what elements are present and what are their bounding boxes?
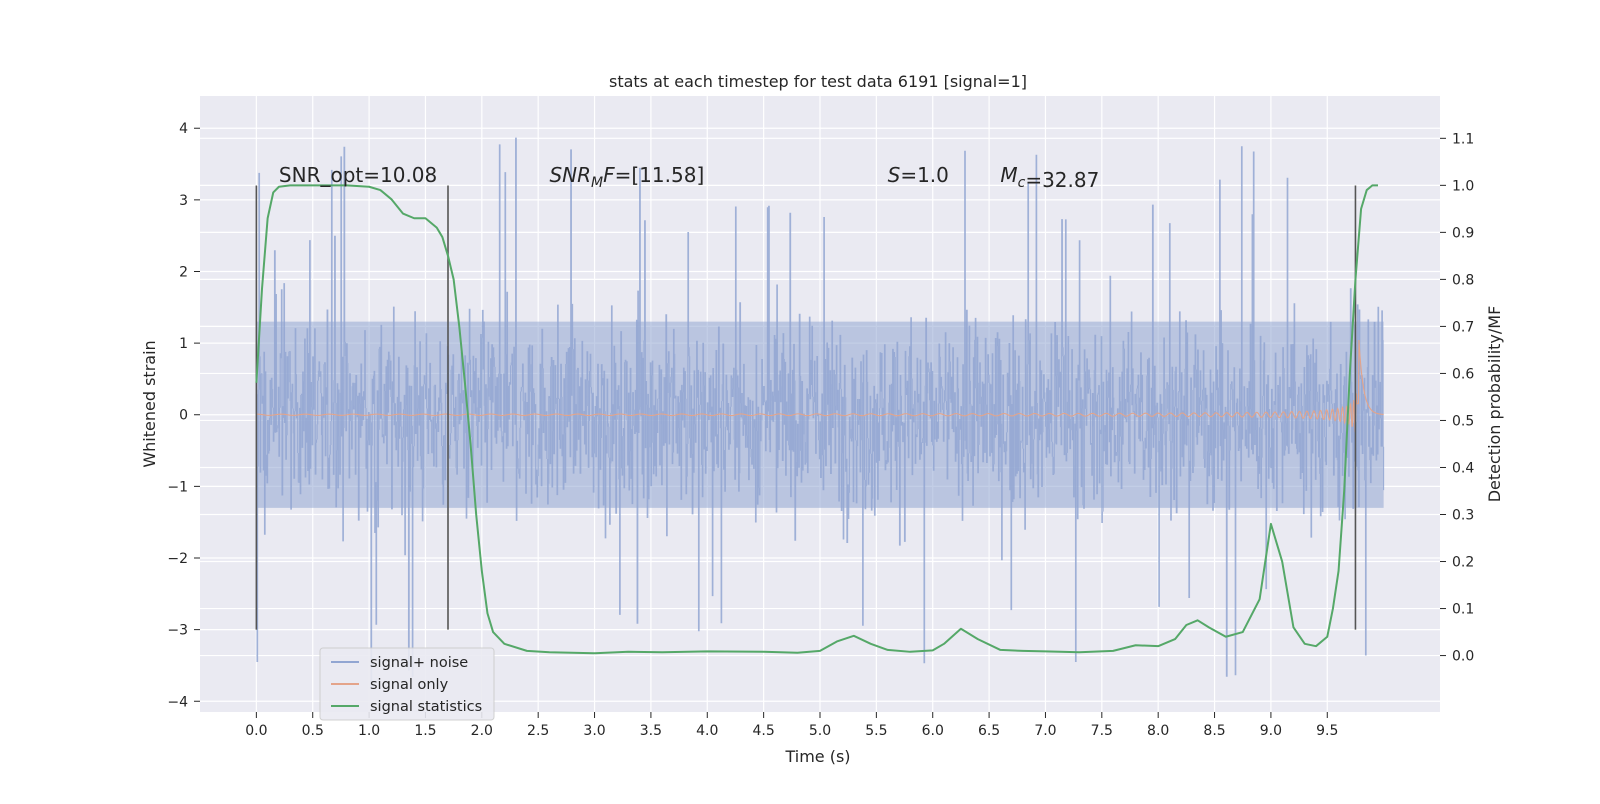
x-tick-label: 5.5 [865,723,887,739]
x-axis-ticks: 0.0 0.5 1.0 1.5 2.0 2.5 3.0 3.5 4.0 4.5 5.0 5.5 6.0 6… [245,712,1338,739]
legend-label-signal-only: signal only [370,677,449,693]
x-tick-label: 6.0 [922,723,944,739]
annotation-s-value: S=1.0 [888,163,949,187]
signal-statistics-series [255,184,1378,655]
x-tick-label: 0.5 [302,723,324,739]
x-tick-label: 7.5 [1091,723,1113,739]
x-tick-label: 9.5 [1316,723,1338,739]
x-tick-label: 3.0 [583,723,605,739]
x-axis-label: Time (s) [784,747,850,766]
y-right-tick-label: 0.5 [1452,413,1474,429]
y-left-tick-label: 3 [179,193,188,209]
chart-title: stats at each timestep for test data 619… [609,72,1027,91]
y-left-tick-label: −4 [167,694,188,710]
y-right-axis-label: Detection probability/MF [1485,306,1504,503]
legend-label-signal-noise: signal+ noise [370,655,468,671]
x-tick-label: 3.5 [640,723,662,739]
annotation-mc-value: Mc=32.87 [1000,163,1099,192]
y-right-tick-label: 0.4 [1452,460,1474,476]
y-right-tick-label: 0.3 [1452,508,1474,524]
y-right-tick-label: 0.7 [1452,319,1474,335]
x-tick-label: 2.5 [527,723,549,739]
y-left-tick-label: −1 [167,479,188,495]
y-right-tick-label: 1.0 [1452,178,1474,194]
y-left-tick-label: 2 [179,264,188,280]
signal-only-series [256,339,1384,433]
y-right-tick-label: 0.6 [1452,366,1474,382]
x-tick-label: 7.0 [1034,723,1056,739]
y-right-axis-ticks: 0.0 0.1 0.2 0.3 0.4 0.5 0.6 0.7 0.8 0.9 1.0 1.1 [1440,131,1474,665]
legend-label-signal-statistics: signal statistics [370,699,482,715]
x-tick-label: 1.0 [358,723,380,739]
x-tick-label: 4.0 [696,723,718,739]
y-left-tick-label: −2 [167,551,188,567]
x-tick-label: 8.0 [1147,723,1169,739]
y-right-tick-label: 0.0 [1452,649,1474,665]
annotations: SNR_opt=10.08 SNRMF=[11.58] S=1.0 Mc=32.87 [279,163,1099,192]
y-right-tick-label: 0.8 [1452,272,1474,288]
signal-only-line [256,339,1384,433]
legend-box [319,647,495,721]
y-left-tick-label: −3 [167,623,188,639]
x-tick-label: 8.5 [1203,723,1225,739]
legend: signal+ noise signal only signal statist… [319,647,495,721]
x-tick-label: 5.0 [809,723,831,739]
y-right-tick-label: 1.1 [1452,131,1474,147]
y-left-tick-label: 1 [179,336,188,352]
y-left-tick-label: 0 [179,408,188,424]
y-left-axis-ticks: −4 −3 −2 −1 0 1 2 3 4 [167,121,200,710]
x-tick-label: 9.0 [1260,723,1282,739]
annotation-snr-mf: SNRMF=[11.58] [549,163,704,191]
annotation-snr-opt: SNR_opt=10.08 [279,163,437,187]
y-right-tick-label: 0.9 [1452,225,1474,241]
x-tick-label: 6.5 [978,723,1000,739]
y-right-tick-label: 0.2 [1452,555,1474,571]
y-left-axis-label: Whitened strain [140,340,159,467]
y-right-tick-label: 0.1 [1452,602,1474,618]
x-tick-label: 0.0 [245,723,267,739]
x-tick-label: 4.5 [753,723,775,739]
x-tick-label: 1.5 [414,723,436,739]
y-left-tick-label: 4 [179,121,188,137]
signal-statistics-line [255,184,1378,655]
x-tick-label: 2.0 [471,723,493,739]
